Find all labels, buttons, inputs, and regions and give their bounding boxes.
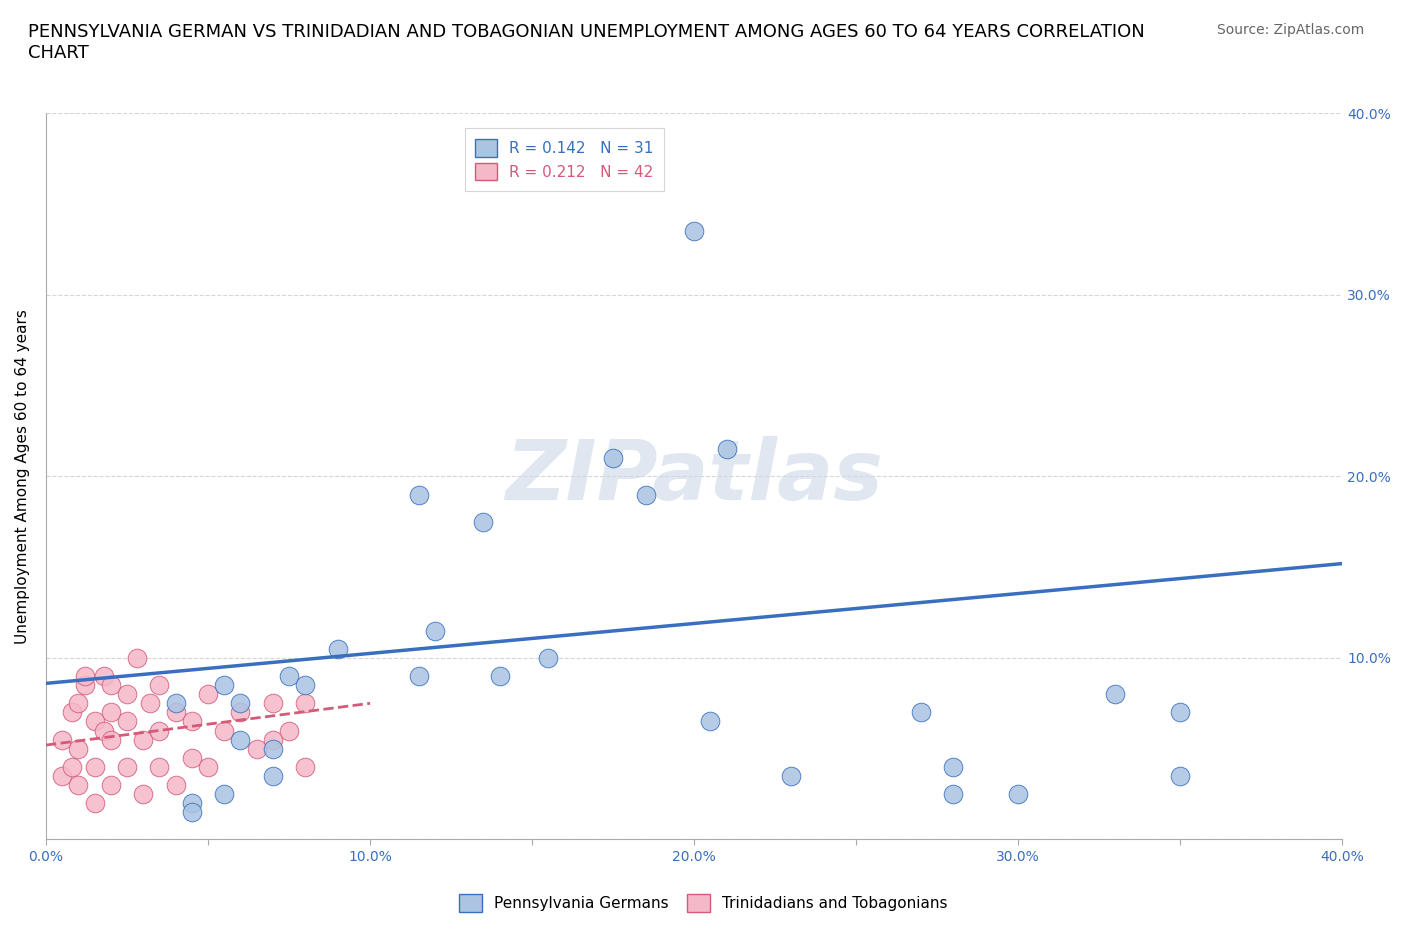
Point [180, 714, 202, 729]
Point [683, 224, 706, 239]
Point [942, 787, 965, 802]
Point [67, 741, 90, 756]
Point [1007, 787, 1029, 802]
Point [294, 760, 316, 775]
Point [326, 642, 349, 657]
Point [73, 678, 96, 693]
Point [262, 768, 284, 783]
Point [1168, 768, 1191, 783]
Point [180, 804, 202, 819]
Point [165, 705, 187, 720]
Point [67, 696, 90, 711]
Point [262, 741, 284, 756]
Point [229, 696, 252, 711]
Point [93, 669, 115, 684]
Point [132, 787, 155, 802]
Point [197, 687, 219, 702]
Point [262, 732, 284, 747]
Point [423, 623, 446, 638]
Point [472, 514, 495, 529]
Point [294, 696, 316, 711]
Point [60, 705, 83, 720]
Point [83, 760, 105, 775]
Point [165, 777, 187, 792]
Point [165, 696, 187, 711]
Point [780, 768, 803, 783]
Point [148, 760, 170, 775]
Point [148, 724, 170, 738]
Point [115, 714, 138, 729]
Point [83, 796, 105, 811]
Point [67, 777, 90, 792]
Point [278, 724, 301, 738]
Point [212, 787, 235, 802]
Point [115, 760, 138, 775]
Point [294, 678, 316, 693]
Text: PENNSYLVANIA GERMAN VS TRINIDADIAN AND TOBAGONIAN UNEMPLOYMENT AMONG AGES 60 TO : PENNSYLVANIA GERMAN VS TRINIDADIAN AND T… [28, 23, 1144, 62]
Point [197, 760, 219, 775]
Point [537, 650, 560, 665]
Point [51, 768, 73, 783]
Legend: Pennsylvania Germans, Trinidadians and Tobagonians: Pennsylvania Germans, Trinidadians and T… [453, 888, 953, 918]
Point [148, 678, 170, 693]
Point [180, 796, 202, 811]
Point [93, 724, 115, 738]
Point [100, 732, 122, 747]
Point [73, 669, 96, 684]
Point [408, 487, 430, 502]
Point [125, 650, 148, 665]
Text: ZIPatlas: ZIPatlas [505, 436, 883, 517]
Point [138, 696, 160, 711]
Point [212, 724, 235, 738]
Point [83, 714, 105, 729]
Point [262, 696, 284, 711]
Point [229, 705, 252, 720]
Point [910, 705, 932, 720]
Point [60, 760, 83, 775]
Point [51, 732, 73, 747]
Point [408, 669, 430, 684]
Point [1168, 705, 1191, 720]
Point [132, 732, 155, 747]
Point [634, 487, 657, 502]
Y-axis label: Unemployment Among Ages 60 to 64 years: Unemployment Among Ages 60 to 64 years [15, 309, 30, 644]
Point [716, 442, 738, 457]
Point [100, 678, 122, 693]
Point [1104, 687, 1126, 702]
Point [100, 705, 122, 720]
Point [942, 760, 965, 775]
Point [229, 732, 252, 747]
Point [699, 714, 721, 729]
Point [278, 669, 301, 684]
Point [115, 687, 138, 702]
Point [100, 777, 122, 792]
Point [180, 751, 202, 765]
Point [246, 741, 269, 756]
Point [488, 669, 510, 684]
Legend: R = 0.142   N = 31, R = 0.212   N = 42: R = 0.142 N = 31, R = 0.212 N = 42 [465, 128, 664, 192]
Point [212, 678, 235, 693]
Text: Source: ZipAtlas.com: Source: ZipAtlas.com [1216, 23, 1364, 37]
Point [602, 451, 624, 466]
